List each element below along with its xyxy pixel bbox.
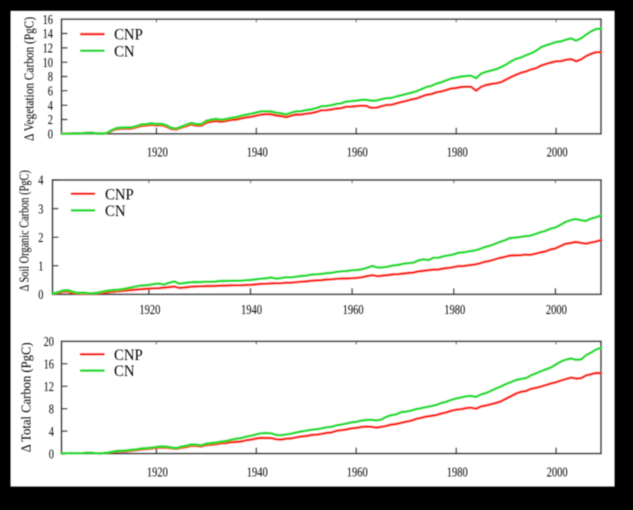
svg-text:20: 20 <box>44 334 54 349</box>
svg-text:0: 0 <box>48 127 53 142</box>
svg-text:2000: 2000 <box>546 302 567 317</box>
svg-text:2: 2 <box>48 112 53 127</box>
svg-text:CN: CN <box>105 203 126 220</box>
svg-text:1960: 1960 <box>343 302 364 317</box>
svg-text:1920: 1920 <box>139 302 160 317</box>
svg-text:2000: 2000 <box>547 464 568 479</box>
svg-text:Δ Vegetation Carbon (PgC): Δ Vegetation Carbon (PgC) <box>22 17 37 141</box>
svg-text:0: 0 <box>38 287 43 302</box>
svg-text:1960: 1960 <box>347 144 368 159</box>
svg-text:1980: 1980 <box>447 144 468 159</box>
svg-text:CNP: CNP <box>114 347 143 364</box>
svg-text:8: 8 <box>48 69 53 84</box>
svg-text:CN: CN <box>114 363 135 380</box>
svg-text:0: 0 <box>49 446 54 461</box>
svg-text:4: 4 <box>38 173 43 188</box>
svg-text:CN: CN <box>114 43 135 60</box>
svg-text:2: 2 <box>38 230 43 245</box>
svg-text:14: 14 <box>43 26 53 41</box>
svg-text:1960: 1960 <box>347 464 368 479</box>
svg-text:8: 8 <box>49 401 54 416</box>
svg-text:CNP: CNP <box>105 186 134 203</box>
svg-text:12: 12 <box>44 379 54 394</box>
svg-text:1920: 1920 <box>147 464 168 479</box>
svg-text:1: 1 <box>38 258 43 273</box>
svg-text:4: 4 <box>49 424 54 439</box>
svg-text:2000: 2000 <box>547 144 568 159</box>
svg-text:Δ Total Carbon (PgC): Δ Total Carbon (PgC) <box>19 342 34 452</box>
svg-text:1980: 1980 <box>447 464 468 479</box>
svg-text:10: 10 <box>43 55 53 70</box>
svg-text:CNP: CNP <box>114 27 143 44</box>
svg-text:12: 12 <box>43 41 53 56</box>
svg-text:16: 16 <box>43 12 53 27</box>
svg-text:4: 4 <box>48 98 53 113</box>
svg-text:Δ Soil Organic Carbon (PgC): Δ Soil Organic Carbon (PgC) <box>17 170 32 291</box>
svg-text:3: 3 <box>38 201 43 216</box>
svg-text:1920: 1920 <box>147 144 168 159</box>
svg-text:6: 6 <box>48 84 53 99</box>
svg-text:1940: 1940 <box>241 302 262 317</box>
svg-text:1940: 1940 <box>247 144 268 159</box>
svg-text:16: 16 <box>44 357 54 372</box>
svg-text:1940: 1940 <box>247 464 268 479</box>
svg-text:1980: 1980 <box>444 302 465 317</box>
